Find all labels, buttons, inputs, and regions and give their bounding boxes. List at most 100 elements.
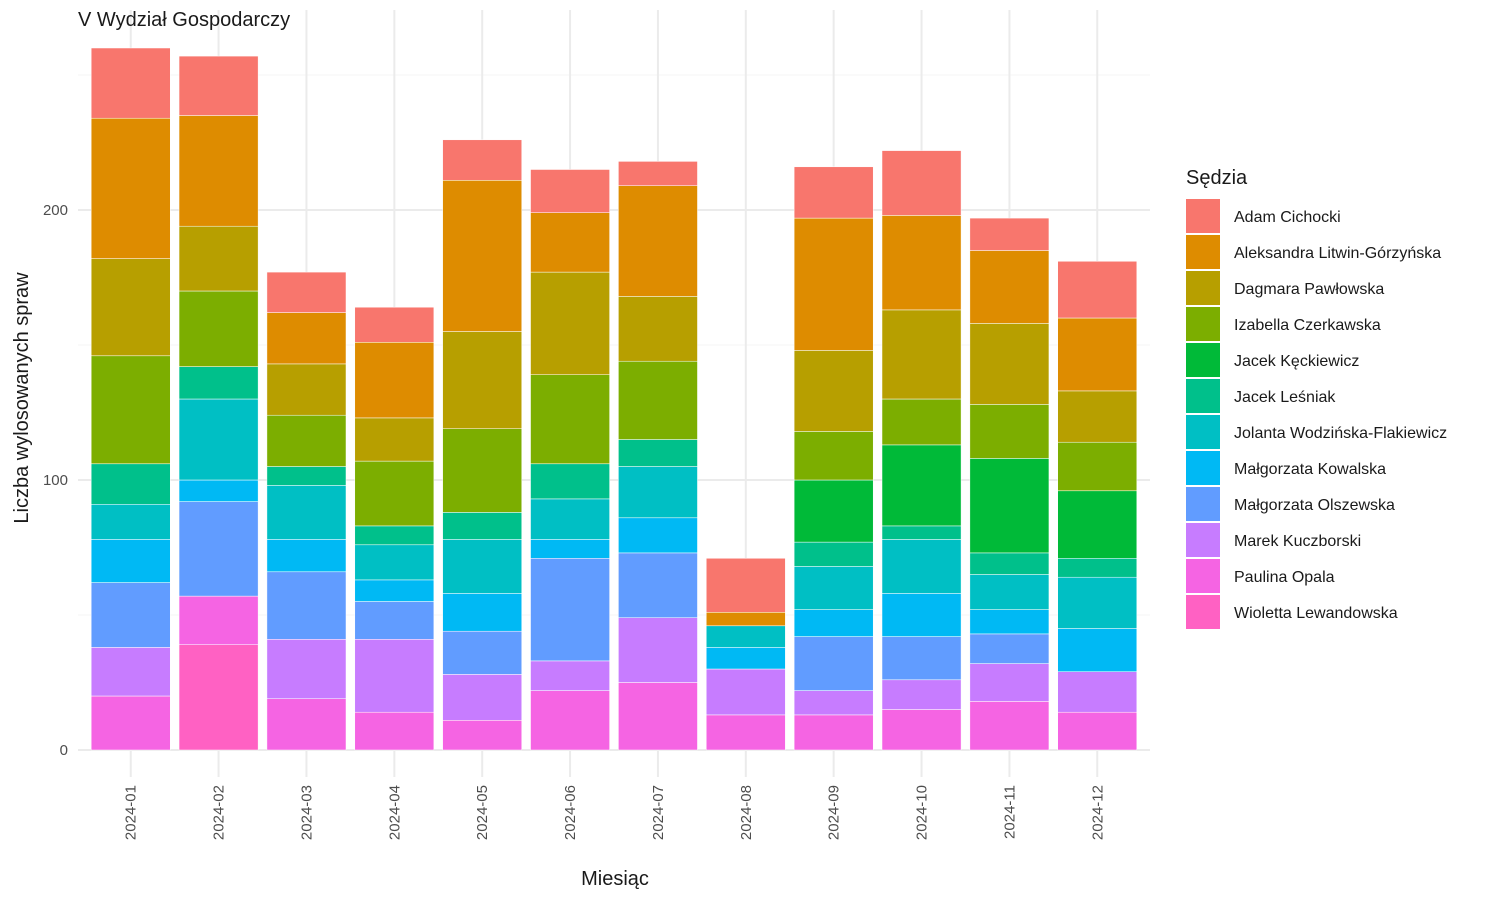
bar-segment <box>793 541 874 567</box>
bar-segment <box>354 525 435 546</box>
bar-segment <box>969 663 1050 702</box>
legend-swatch <box>1186 487 1220 521</box>
bar-segment <box>90 582 171 648</box>
bar-segment <box>881 150 962 216</box>
bar-segment <box>881 636 962 681</box>
bar-segment <box>793 636 874 691</box>
bar-segment <box>618 466 698 519</box>
bar-segment <box>178 398 259 481</box>
bar-segment <box>90 463 171 505</box>
bar-segment <box>90 117 171 259</box>
x-axis-title: Miesiąc <box>581 868 649 890</box>
x-axis: 2024-01 2024-02 2024-03 2024-04 2024-05 2024-… <box>123 785 1107 840</box>
bar-segment <box>442 630 522 675</box>
bar-segment <box>178 644 259 751</box>
bar-segment <box>793 566 874 610</box>
legend-label: Paulina Opala <box>1234 569 1335 586</box>
legend: Sędzia Adam Cichocki Aleksandra Litwin-Gó… <box>1186 167 1447 629</box>
bar-segment <box>354 601 435 640</box>
y-axis-title: Liczba wylosowanych spraw <box>11 272 33 524</box>
bar-segment <box>442 139 522 181</box>
bar-segment <box>969 323 1050 405</box>
x-tick-label: 2024-08 <box>738 785 755 840</box>
x-tick-label: 2024-04 <box>386 785 403 840</box>
bar-segment <box>969 633 1050 664</box>
legend-swatch <box>1186 379 1220 413</box>
bar-segment <box>969 574 1050 610</box>
bar-segment <box>969 701 1050 751</box>
legend-title: Sędzia <box>1186 167 1248 189</box>
bar-segment <box>90 355 171 465</box>
bar-segment <box>90 504 171 540</box>
bar-segment <box>442 539 522 594</box>
legend-label: Małgorzata Olszewska <box>1234 497 1395 514</box>
bar-segment <box>442 428 522 513</box>
bar-segment <box>706 668 786 716</box>
bar-segment <box>530 169 610 213</box>
x-tick-label: 2024-09 <box>826 785 843 840</box>
bar-segment <box>178 115 259 227</box>
bar-segment <box>178 55 259 116</box>
bar-segment <box>1057 628 1138 672</box>
bar-segment <box>618 296 698 362</box>
bar-segment <box>881 398 962 446</box>
legend-label: Izabella Czerkawska <box>1234 317 1381 334</box>
bar-segment <box>178 501 259 597</box>
bar-segment <box>618 617 698 683</box>
bar-segment <box>266 485 347 540</box>
bar-segment <box>442 593 522 632</box>
bar-segment <box>706 612 786 627</box>
x-tick-label: 2024-07 <box>650 785 667 840</box>
bar-segment <box>442 512 522 540</box>
bar-segment <box>881 215 962 311</box>
bar-segment <box>266 466 347 486</box>
bar-segment <box>618 439 698 467</box>
bar-segment <box>530 539 610 559</box>
legend-swatch <box>1186 271 1220 305</box>
bar-segment <box>881 593 962 637</box>
bar-segment <box>706 558 786 613</box>
bar-segment <box>266 698 347 751</box>
bar-segment <box>442 180 522 332</box>
legend-label: Małgorzata Kowalska <box>1234 461 1386 478</box>
bar-segment <box>618 682 698 751</box>
bar-segment <box>178 479 259 502</box>
bar-segment <box>1057 441 1138 492</box>
bar-segment <box>442 331 522 429</box>
bar-segment <box>969 250 1050 324</box>
bar-segment <box>881 679 962 710</box>
bar-segment <box>1057 671 1138 713</box>
x-tick-label: 2024-11 <box>1001 785 1018 839</box>
bar-segment <box>354 639 435 713</box>
bar-segment <box>90 695 171 751</box>
bar-segment <box>618 185 698 297</box>
legend-swatch <box>1186 451 1220 485</box>
bar-segment <box>1057 390 1138 443</box>
x-tick-label: 2024-05 <box>474 785 491 840</box>
legend-label: Aleksandra Litwin-Górzyńska <box>1234 245 1441 262</box>
bar-segment <box>793 217 874 351</box>
bar-segment <box>881 525 962 540</box>
bar-segment <box>618 517 698 554</box>
legend-label: Jolanta Wodzińska-Flakiewicz <box>1234 425 1447 442</box>
bar-segment <box>706 625 786 648</box>
bar-segment <box>266 414 347 467</box>
y-tick-label: 0 <box>60 742 68 759</box>
legend-swatch <box>1186 199 1220 233</box>
bar-segment <box>793 609 874 637</box>
bar-segment <box>530 660 610 691</box>
y-axis: 0 100 200 <box>43 202 68 759</box>
bars <box>90 47 1138 751</box>
bar-segment <box>793 166 874 219</box>
bar-segment <box>266 363 347 416</box>
bar-segment <box>969 609 1050 635</box>
bar-segment <box>618 360 698 440</box>
x-tick-label: 2024-12 <box>1089 785 1106 840</box>
bar-segment <box>793 714 874 751</box>
bar-segment <box>881 539 962 594</box>
bar-segment <box>442 720 522 751</box>
bar-segment <box>90 539 171 583</box>
bar-segment <box>354 417 435 462</box>
bar-segment <box>90 647 171 697</box>
x-tick-label: 2024-01 <box>123 785 140 840</box>
